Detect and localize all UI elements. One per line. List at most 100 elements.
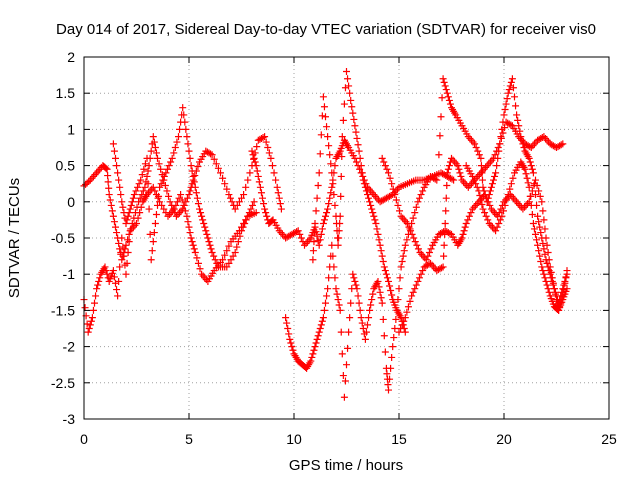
data-point-marker xyxy=(366,198,374,206)
data-point-marker xyxy=(89,306,97,314)
data-point-marker xyxy=(460,227,468,235)
data-point-marker xyxy=(379,315,387,323)
data-point-marker xyxy=(408,292,416,300)
data-point-marker xyxy=(301,241,308,249)
axis-ticks: 21.510.50-0.5-1-1.5-2-2.5-30 5 10 15 20 25 xyxy=(51,49,617,447)
data-point-marker xyxy=(380,263,388,271)
data-point-marker xyxy=(287,339,295,347)
data-point-marker xyxy=(458,176,466,184)
data-point-marker xyxy=(107,201,115,209)
data-point-marker xyxy=(477,196,485,204)
data-point-marker xyxy=(317,230,325,238)
data-point-marker xyxy=(381,267,389,275)
data-point-marker xyxy=(151,144,159,151)
data-point-marker xyxy=(508,75,516,83)
data-point-marker xyxy=(255,178,263,186)
data-point-marker xyxy=(125,230,133,238)
data-point-marker xyxy=(371,216,379,224)
data-point-marker xyxy=(110,273,118,281)
data-point-marker xyxy=(239,223,247,231)
data-point-marker xyxy=(297,234,305,242)
data-point-marker xyxy=(182,198,190,206)
data-point-marker xyxy=(378,252,386,260)
data-point-marker xyxy=(286,335,294,343)
data-point-marker xyxy=(529,142,537,150)
data-point-marker xyxy=(425,260,433,268)
data-point-marker xyxy=(535,247,543,255)
data-point-marker xyxy=(325,274,333,282)
data-point-marker xyxy=(270,169,278,177)
data-point-marker xyxy=(310,238,318,246)
data-point-marker xyxy=(314,332,322,340)
data-point-marker xyxy=(194,259,202,267)
data-point-marker xyxy=(322,299,329,307)
y-tick-label: 0 xyxy=(67,194,75,210)
data-point-marker xyxy=(167,158,175,166)
data-point-marker xyxy=(340,393,348,401)
data-point-marker xyxy=(106,196,114,204)
data-point-marker xyxy=(549,281,557,289)
y-tick-label: -3 xyxy=(63,411,76,427)
data-point-marker xyxy=(335,227,343,235)
data-point-marker xyxy=(151,220,159,228)
data-point-marker xyxy=(526,192,534,200)
data-point-marker xyxy=(527,201,535,209)
data-point-marker xyxy=(381,162,389,170)
data-point-marker xyxy=(136,209,144,217)
data-point-marker xyxy=(516,127,524,135)
data-point-marker xyxy=(358,319,366,327)
x-tick-label: 10 xyxy=(286,431,302,447)
data-point-marker xyxy=(544,285,552,293)
data-point-marker xyxy=(543,281,551,289)
data-point-marker xyxy=(134,183,142,191)
data-point-marker xyxy=(96,274,104,282)
data-point-marker xyxy=(437,113,445,121)
data-point-marker xyxy=(355,147,363,155)
data-point-marker xyxy=(251,158,259,166)
data-point-marker xyxy=(87,317,95,325)
data-point-marker xyxy=(214,164,222,172)
data-point-marker xyxy=(182,125,190,133)
data-point-marker xyxy=(537,258,545,266)
data-point-marker xyxy=(318,225,326,233)
data-point-marker xyxy=(366,306,374,314)
data-point-marker xyxy=(442,194,450,202)
data-point-marker xyxy=(556,303,564,311)
data-point-marker xyxy=(175,194,183,202)
data-point-marker xyxy=(556,142,564,150)
data-point-marker xyxy=(310,346,318,354)
data-point-marker xyxy=(319,93,327,101)
data-point-marker xyxy=(508,192,516,200)
data-point-marker xyxy=(137,203,145,211)
data-point-marker xyxy=(244,176,252,184)
data-point-marker xyxy=(315,328,323,336)
data-point-marker xyxy=(219,174,227,182)
data-point-marker xyxy=(110,147,118,155)
data-point-marker xyxy=(505,86,513,94)
data-point-marker xyxy=(138,171,146,179)
data-point-marker xyxy=(276,200,284,208)
data-point-marker xyxy=(540,245,548,253)
data-point-marker xyxy=(193,194,201,202)
data-point-marker xyxy=(416,248,424,256)
data-point-marker xyxy=(165,162,173,170)
data-point-marker xyxy=(159,176,167,184)
satellite-track-9 xyxy=(435,75,571,314)
data-point-marker xyxy=(365,194,373,202)
data-point-marker xyxy=(204,234,212,242)
data-point-marker xyxy=(514,200,522,208)
data-point-marker xyxy=(402,218,410,226)
data-point-marker xyxy=(346,314,354,322)
data-point-marker xyxy=(313,232,321,240)
data-point-marker xyxy=(538,234,546,242)
data-point-marker xyxy=(118,256,126,264)
data-point-marker xyxy=(541,225,549,233)
data-point-marker xyxy=(312,228,320,236)
data-point-marker xyxy=(542,277,550,285)
data-point-marker xyxy=(499,207,507,215)
data-point-marker xyxy=(140,165,148,173)
y-tick-label: 1 xyxy=(67,121,75,137)
x-tick-label: 5 xyxy=(185,431,193,447)
satellite-track-6 xyxy=(309,67,409,336)
data-point-marker xyxy=(472,144,480,151)
